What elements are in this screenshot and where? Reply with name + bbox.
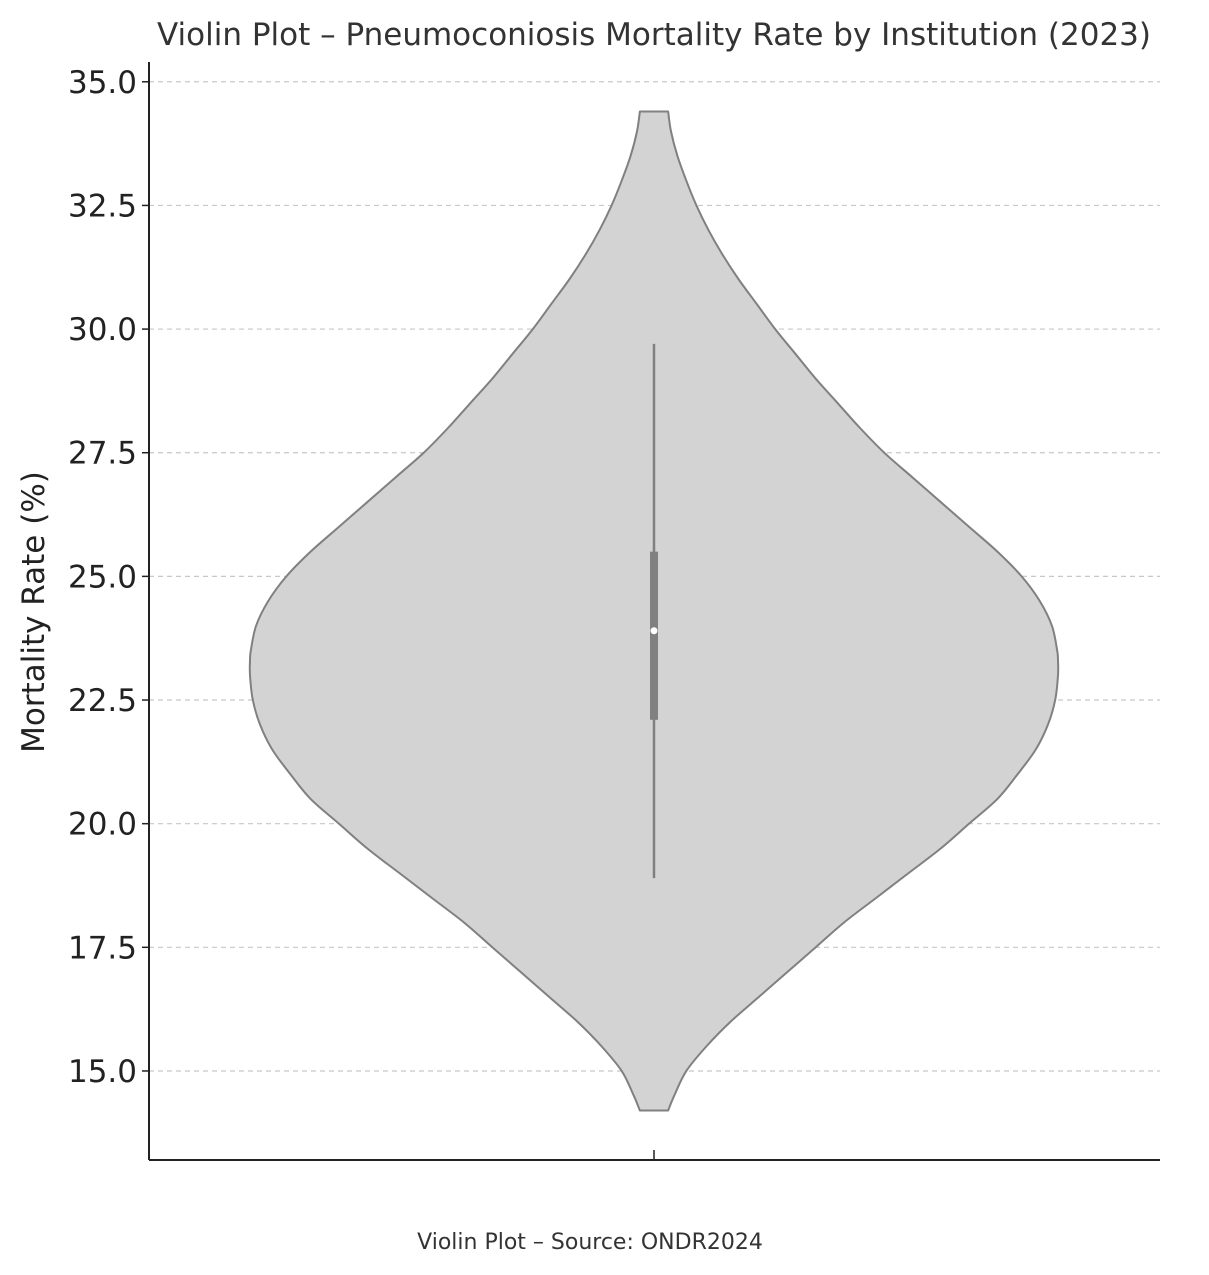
y-tick-label: 32.5	[68, 188, 137, 224]
y-tick-label: 20.0	[68, 807, 137, 843]
y-tick-label: 35.0	[68, 65, 137, 101]
y-tick-label: 15.0	[68, 1054, 137, 1090]
chart-caption: Violin Plot – Source: ONDR2024	[417, 1230, 763, 1255]
y-axis-label: Mortality Rate (%)	[16, 471, 52, 753]
y-tick-label: 17.5	[68, 930, 137, 966]
y-tick-label: 22.5	[68, 683, 137, 719]
violin-iqr-box	[650, 551, 658, 720]
y-tick-label: 27.5	[68, 436, 137, 472]
y-ticks: 15.0 17.5 20.0 22.5 25.0 27.5 30.0 32.5 35.0	[68, 65, 149, 1090]
chart-title: Violin Plot – Pneumoconiosis Mortality R…	[157, 17, 1151, 53]
y-tick-label: 30.0	[68, 312, 137, 348]
violin-median-dot	[650, 627, 658, 635]
violin-layer	[248, 110, 1060, 1112]
y-tick-label: 25.0	[68, 559, 137, 595]
axes	[148, 62, 1160, 1161]
